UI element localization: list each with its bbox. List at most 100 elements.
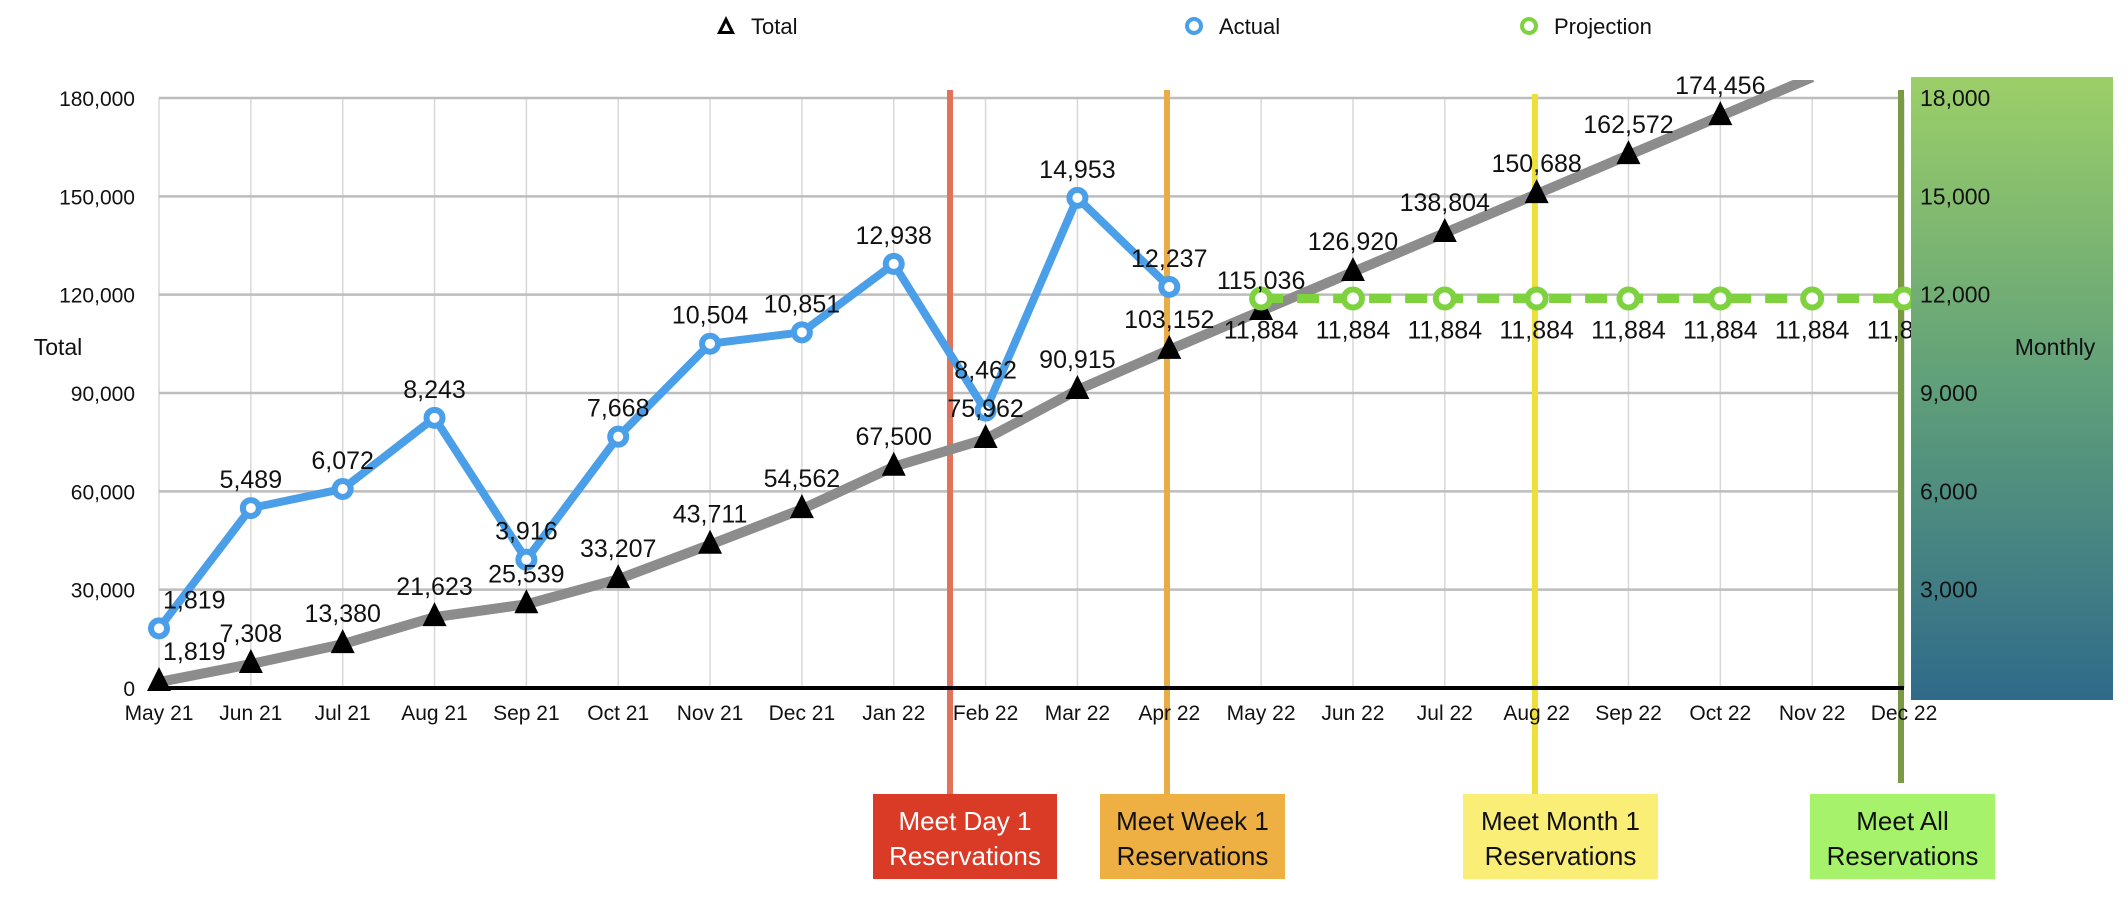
total-data-label: 7,308 — [220, 620, 283, 648]
right-y-tick-label: 15,000 — [1920, 183, 1990, 209]
right-y-tick-label: 12,000 — [1920, 282, 1990, 308]
projection-point — [1892, 286, 1916, 311]
total-point-triangle — [1340, 256, 1365, 281]
right-y-tick-label: 9,000 — [1920, 380, 1978, 406]
total-data-label: 150,688 — [1491, 150, 1581, 178]
projection-data-label: 11,884 — [1316, 316, 1391, 344]
right-y-axis-title: Monthly — [2015, 334, 2096, 360]
projection-data-label: 11,884 — [1775, 316, 1850, 344]
actual-data-label: 10,851 — [764, 290, 840, 318]
projection-data-label: 11,884 — [1683, 316, 1758, 344]
series — [147, 80, 1916, 692]
actual-data-label: 8,243 — [403, 376, 466, 404]
actual-point — [790, 321, 813, 344]
milestone-box — [1810, 794, 1995, 879]
y-tick-label: 150,000 — [59, 186, 135, 209]
x-tick-label: Jan 22 — [862, 702, 925, 725]
x-tick-label: Aug 22 — [1503, 702, 1570, 725]
right-y-tick-label: 3,000 — [1920, 577, 1978, 603]
projection-legend-icon — [1520, 17, 1538, 35]
actual-point — [1066, 186, 1089, 209]
right-axis-background — [1911, 77, 2113, 700]
total-data-label: 54,562 — [764, 465, 840, 493]
actual-data-label: 12,938 — [856, 222, 932, 250]
projection-point — [1524, 286, 1549, 311]
legend: Total Actual Projection — [717, 14, 1652, 39]
total-point-triangle — [606, 564, 631, 589]
milestone-label-line2: Reservations — [1485, 841, 1637, 871]
x-tick-label: Nov 22 — [1779, 702, 1846, 725]
total-data-label: 162,572 — [1583, 111, 1673, 139]
projection-point — [1340, 286, 1365, 311]
milestone-label-line1: Meet Day 1 — [899, 806, 1032, 836]
x-tick-label: Dec 21 — [769, 702, 836, 725]
milestone-box — [873, 794, 1057, 879]
total-legend-icon-inner — [722, 23, 730, 31]
projection-point — [1708, 286, 1733, 311]
axes: 0 30,000 60,000 90,000 120,000 150,000 180,000… — [34, 88, 1938, 725]
actual-data-label: 3,916 — [495, 518, 558, 546]
legend-label-total: Total — [751, 14, 797, 39]
total-point-triangle — [514, 589, 539, 614]
total-point-triangle — [698, 529, 723, 554]
milestone-label-line2: Reservations — [889, 841, 1041, 871]
x-tick-label: Oct 21 — [587, 702, 649, 725]
x-tick-label: Dec 22 — [1871, 702, 1938, 725]
x-tick-label: Jul 21 — [315, 702, 371, 725]
projection-data-label: 11,884 — [1499, 316, 1574, 344]
y-tick-label: 90,000 — [71, 383, 135, 406]
total-point-triangle — [881, 451, 906, 476]
total-point-triangle — [1524, 179, 1549, 204]
actual-point — [515, 548, 538, 571]
actual-point — [882, 252, 905, 275]
actual-data-label: 6,072 — [311, 447, 374, 475]
actual-point — [331, 477, 354, 500]
actual-point — [1158, 275, 1181, 298]
actual-legend-icon — [1185, 17, 1203, 35]
y-tick-label: 60,000 — [71, 481, 135, 504]
total-point-triangle — [330, 629, 355, 654]
total-data-label: 25,539 — [488, 560, 564, 588]
projection-data-label: 11,884 — [1407, 316, 1482, 344]
total-point-triangle — [238, 649, 263, 674]
milestone-lines — [947, 90, 1904, 794]
milestone-boxes: Meet Day 1 Reservations Meet Week 1 Reserva… — [873, 794, 1995, 879]
actual-data-label: 5,489 — [220, 466, 283, 494]
actual-point — [974, 399, 997, 422]
x-tick-label: Feb 22 — [953, 702, 1018, 725]
actual-point — [699, 332, 722, 355]
projection-point — [1432, 286, 1457, 311]
x-tick-label: Nov 21 — [677, 702, 744, 725]
x-tick-label: May 22 — [1227, 702, 1296, 725]
actual-data-label: 14,953 — [1039, 156, 1115, 184]
milestone-label-line1: Meet Month 1 — [1481, 806, 1640, 836]
x-tick-label: Sep 21 — [493, 702, 560, 725]
y-axis-title: Total — [34, 334, 83, 360]
milestone-label-line1: Meet Week 1 — [1116, 806, 1269, 836]
total-data-label: 103,152 — [1124, 306, 1214, 334]
total-data-label: 33,207 — [580, 535, 656, 563]
y-tick-label: 180,000 — [59, 88, 135, 111]
milestone-label-line2: Reservations — [1117, 841, 1269, 871]
total-data-label: 75,962 — [947, 395, 1023, 423]
x-tick-label: Apr 22 — [1138, 702, 1200, 725]
total-data-label: 67,500 — [856, 423, 932, 451]
total-point-triangle — [973, 424, 998, 449]
milestone-label-line1: Meet All — [1856, 806, 1949, 836]
milestone-box — [1463, 794, 1658, 879]
total-point-triangle — [1432, 218, 1457, 243]
total-data-label: 90,915 — [1039, 346, 1115, 374]
actual-point — [423, 406, 446, 429]
right-y-tick-label: 6,000 — [1920, 478, 1978, 504]
total-data-label: 13,380 — [304, 600, 380, 628]
total-data-label: 126,920 — [1308, 228, 1398, 256]
y-tick-label: 120,000 — [59, 285, 135, 308]
actual-data-label: 12,237 — [1131, 245, 1207, 273]
projection-data-label: 11,884 — [1224, 316, 1299, 344]
x-tick-label: May 21 — [125, 702, 194, 725]
actual-data-label: 10,504 — [672, 302, 749, 330]
actual-series-line — [155, 193, 1173, 631]
right-axis-panel: 3,000 6,000 9,000 12,000 15,000 18,000 Monthly — [1911, 77, 2113, 700]
